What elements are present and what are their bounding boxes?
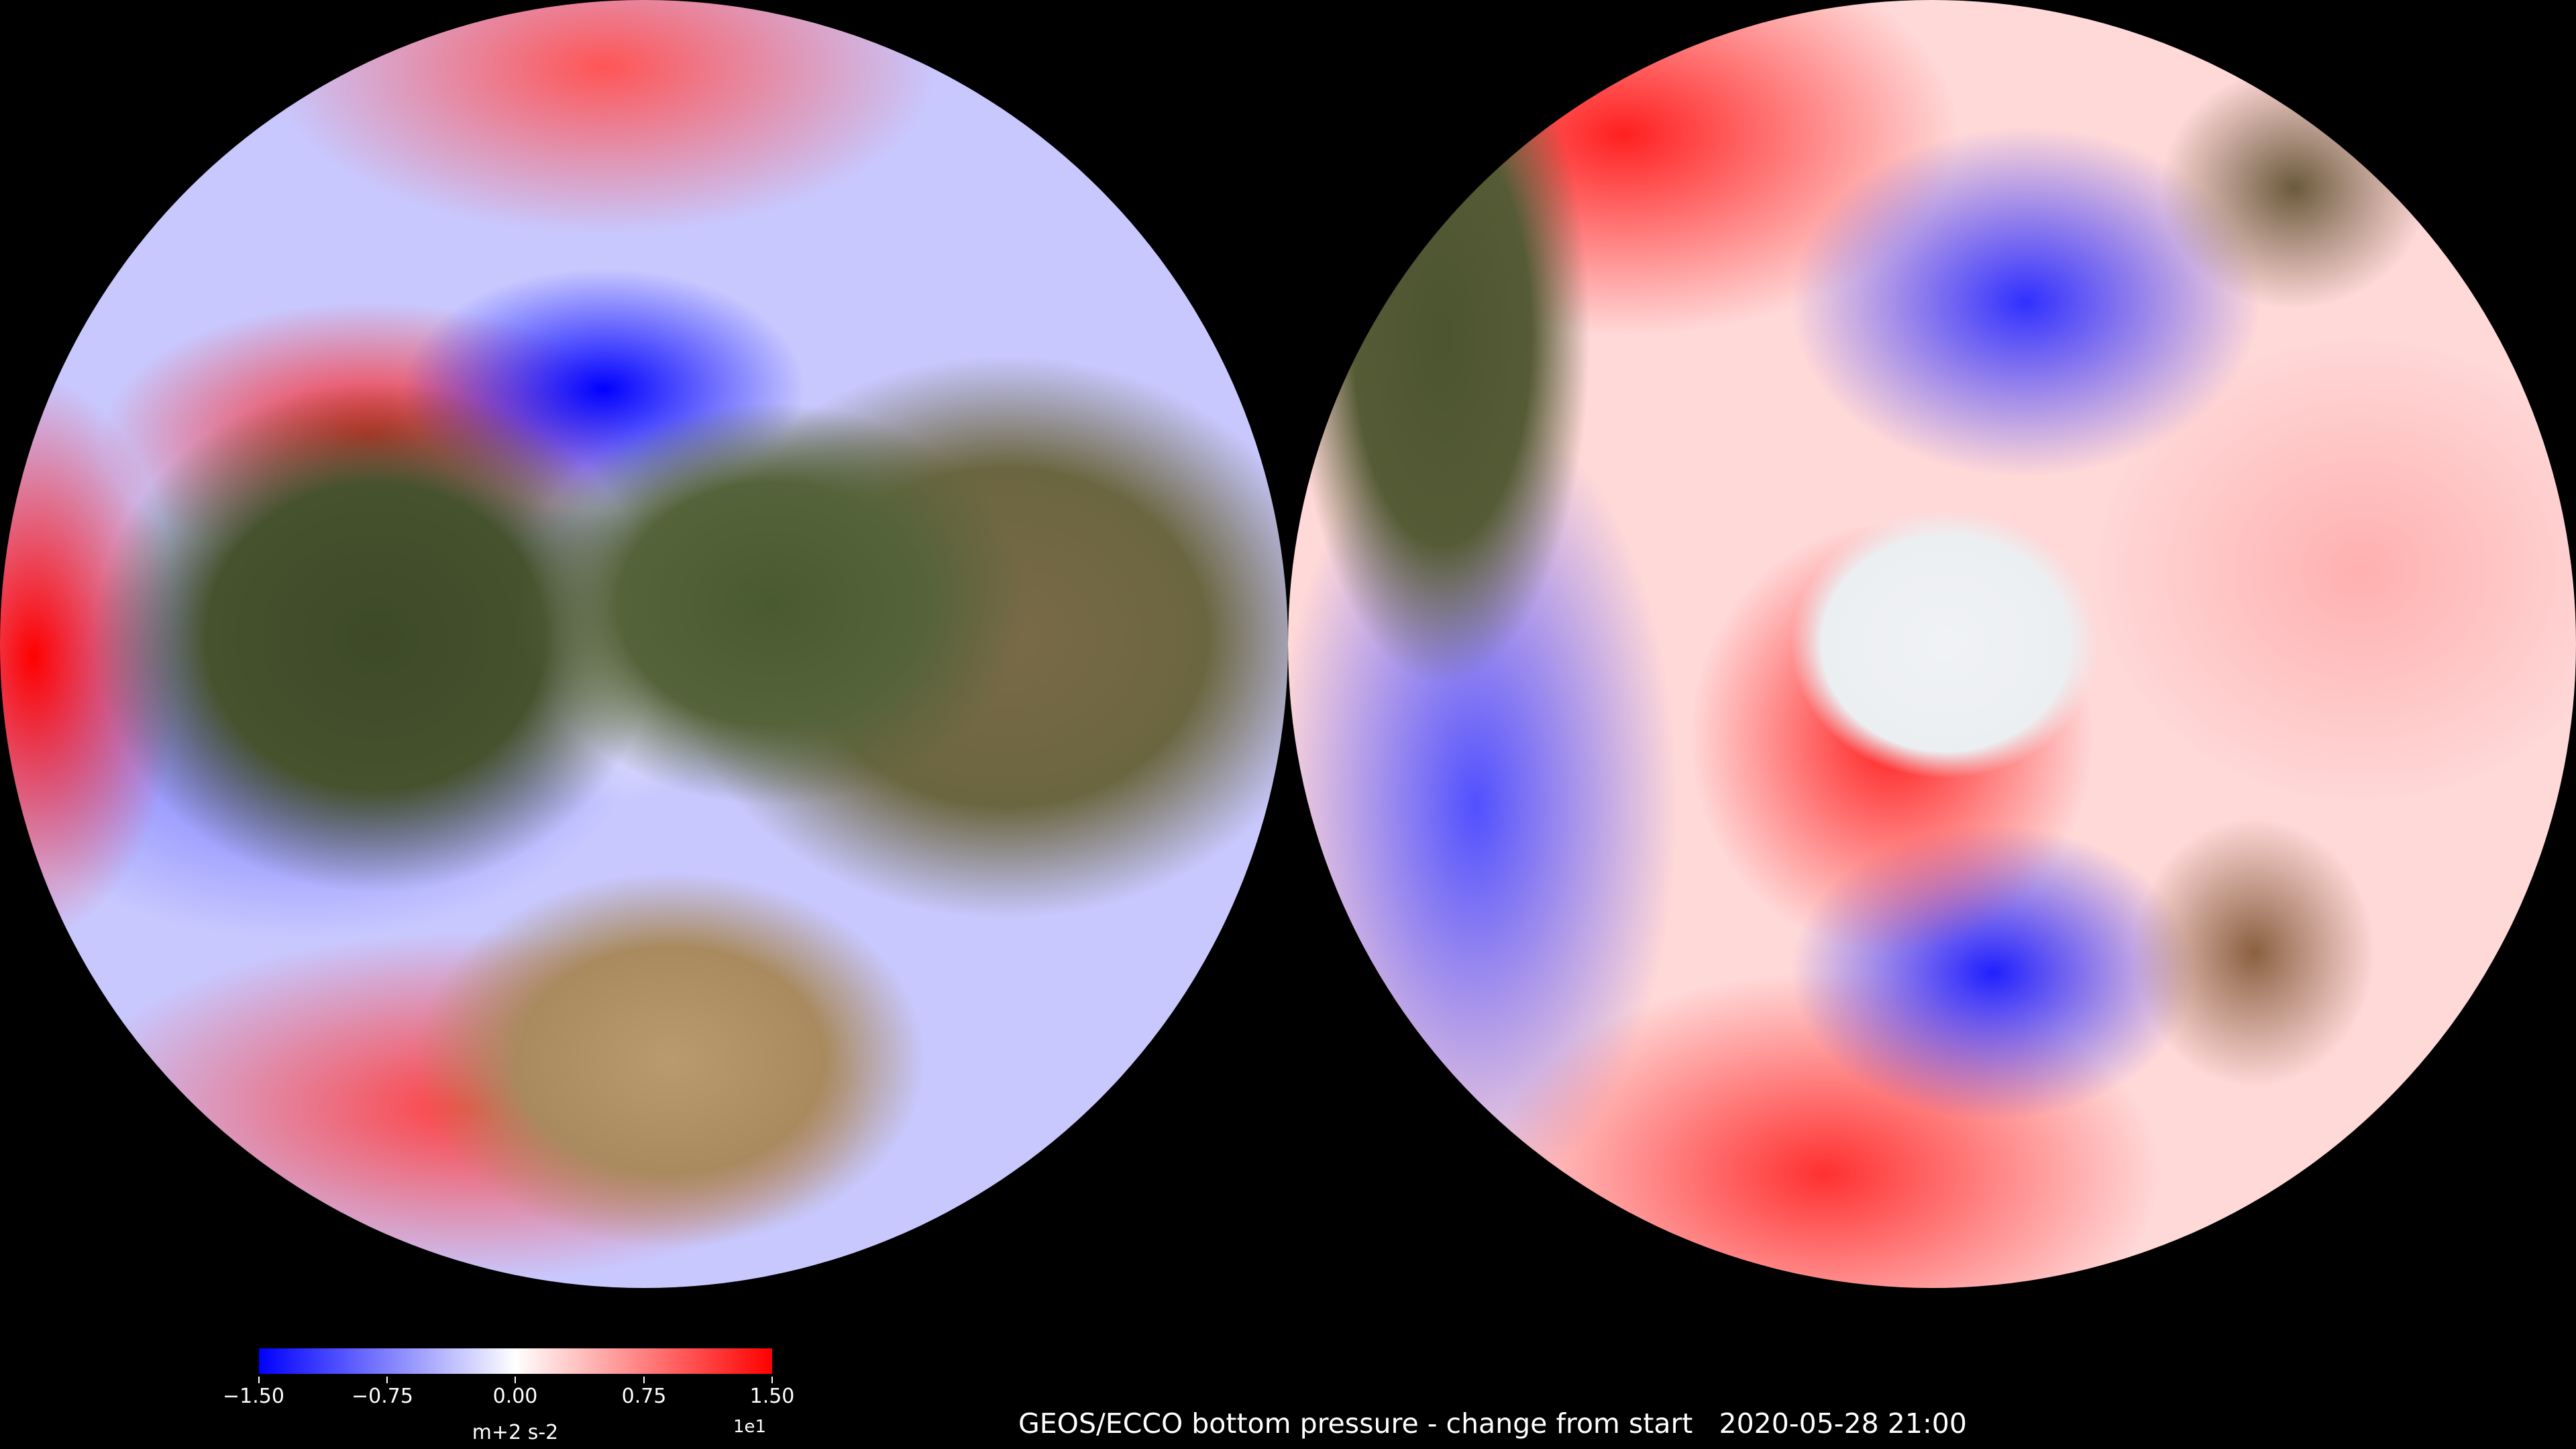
colorbar-unit-label: m+2 s-2	[472, 1421, 559, 1444]
colorbar-tick	[258, 1377, 260, 1383]
colorbar-tick-label: −0.75	[352, 1385, 413, 1408]
colorbar-tick-label: 0.75	[621, 1385, 667, 1408]
colorbar-exponent: 1e1	[733, 1417, 767, 1437]
figure-title: GEOS/ECCO bottom pressure - change from …	[1018, 1407, 1967, 1440]
colorbar-tick	[643, 1377, 645, 1383]
colorbar-tick-label: 1.50	[749, 1385, 795, 1408]
north-hemisphere-map	[0, 0, 1288, 1288]
colorbar-tick	[386, 1377, 388, 1383]
colorbar-tick-label: 0.00	[492, 1385, 538, 1408]
colorbar-tick-label: −1.50	[223, 1385, 284, 1408]
colorbar-tick	[515, 1377, 516, 1383]
colorbar	[259, 1348, 772, 1374]
south-hemisphere-map	[1288, 0, 2576, 1288]
colorbar-tick	[771, 1377, 773, 1383]
